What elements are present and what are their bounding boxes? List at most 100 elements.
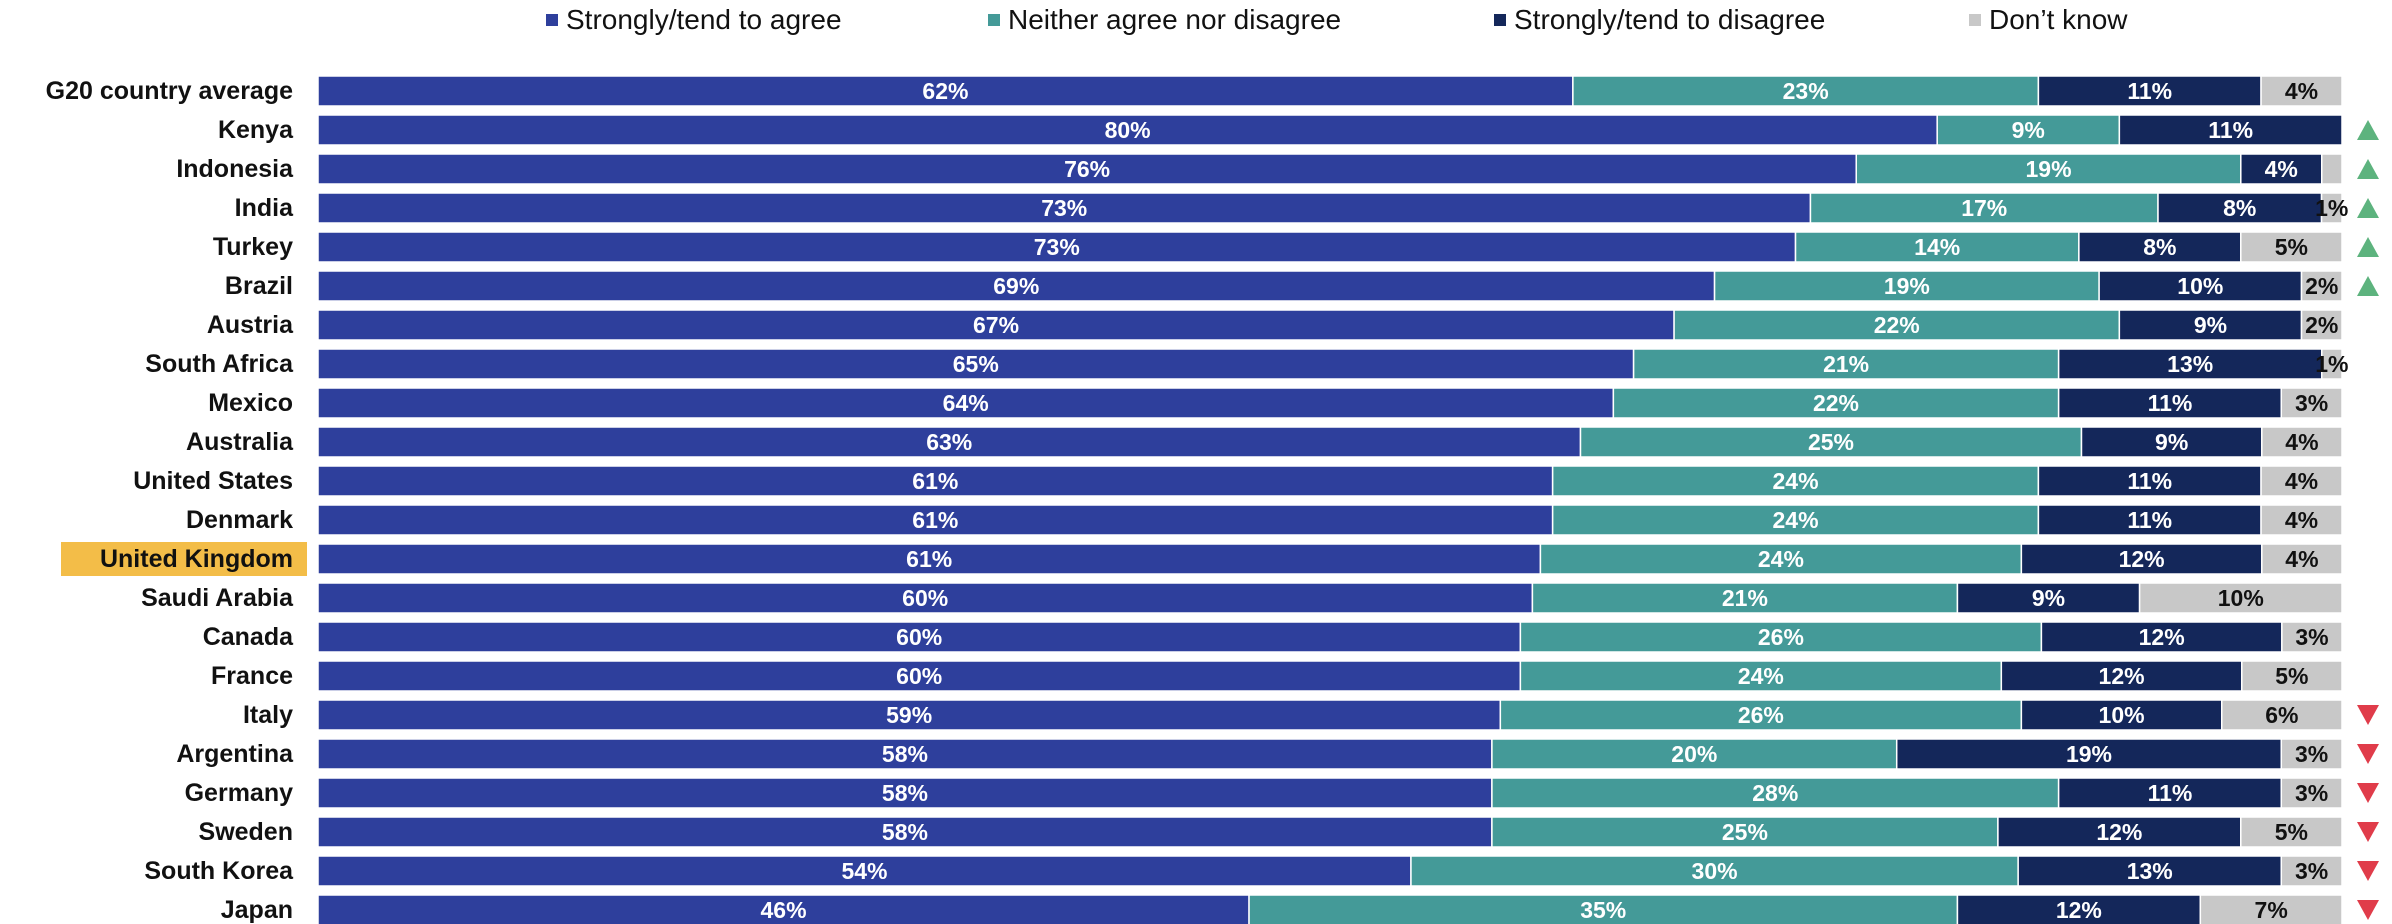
category-label: India xyxy=(235,194,294,222)
bar-segment-agree xyxy=(317,426,1582,458)
increase-marker-icon xyxy=(2357,276,2379,296)
category-label: Canada xyxy=(203,623,294,651)
legend-label-dont-know: Don’t know xyxy=(1989,4,2128,35)
bar-segment-neither xyxy=(1410,855,2019,887)
data-label-neither: 14% xyxy=(1914,234,1960,260)
data-label-neither: 30% xyxy=(1692,858,1738,884)
legend-swatch-neither xyxy=(988,14,1000,26)
bar-segment-agree xyxy=(317,660,1522,692)
bar-segment-dont-know xyxy=(2221,699,2343,731)
bar-segment-agree xyxy=(317,75,1574,107)
data-label-neither: 24% xyxy=(1772,507,1818,533)
decrease-marker-icon xyxy=(2357,744,2379,764)
data-label-disagree: 10% xyxy=(2099,702,2145,728)
bar-segment-dont-know xyxy=(2300,309,2343,341)
data-label-agree: 54% xyxy=(841,858,887,884)
data-label-disagree: 4% xyxy=(2265,156,2298,182)
category-label: G20 country average xyxy=(46,77,293,105)
bar-segment-agree xyxy=(317,348,1635,380)
bar-segment-disagree xyxy=(1997,816,2242,848)
data-label-neither: 19% xyxy=(1884,273,1930,299)
category-label: Austria xyxy=(207,311,294,339)
bar-segment-dont-know xyxy=(2280,777,2343,809)
bar-segment-dont-know xyxy=(2281,621,2343,653)
bar-segment-neither xyxy=(1491,738,1898,770)
bar-segment-disagree xyxy=(1956,894,2202,924)
data-label-agree: 60% xyxy=(896,624,942,650)
category-label: Brazil xyxy=(225,272,293,300)
legend-item-neither: Neither agree nor disagree xyxy=(988,4,1341,36)
bar-segment-agree xyxy=(317,777,1493,809)
data-label-neither: 23% xyxy=(1783,78,1829,104)
data-label-dont-know: 4% xyxy=(2285,429,2318,455)
data-label-dont-know: 3% xyxy=(2295,741,2328,767)
legend: Strongly/tend to agree Neither agree nor … xyxy=(0,0,2392,40)
bar-segment-neither xyxy=(1572,75,2040,107)
data-label-neither: 25% xyxy=(1808,429,1854,455)
bar-segment-neither xyxy=(1855,153,2242,185)
bar-segment-disagree xyxy=(2098,270,2303,302)
data-label-disagree: 11% xyxy=(2127,78,2172,104)
category-label: Italy xyxy=(243,701,293,729)
bar-segment-agree xyxy=(317,699,1502,731)
bar-segment-disagree xyxy=(2020,543,2263,575)
category-label: Kenya xyxy=(218,116,294,144)
data-label-agree: 62% xyxy=(922,78,968,104)
data-label-agree: 80% xyxy=(1105,117,1151,143)
bar-segment-agree xyxy=(317,543,1542,575)
legend-label-neither: Neither agree nor disagree xyxy=(1008,4,1342,35)
bar-segment-dont-know xyxy=(2261,543,2343,575)
bar-segment-agree xyxy=(317,582,1534,614)
data-label-neither: 22% xyxy=(1813,390,1859,416)
data-label-disagree: 12% xyxy=(2139,624,2185,650)
data-label-dont-know: 7% xyxy=(2255,897,2288,923)
legend-swatch-dont-know xyxy=(1969,14,1981,26)
data-label-agree: 60% xyxy=(896,663,942,689)
data-label-neither: 26% xyxy=(1738,702,1784,728)
category-label: United States xyxy=(133,467,293,495)
data-label-agree: 46% xyxy=(760,897,806,923)
bar-segment-neither xyxy=(1673,309,2121,341)
data-label-agree: 73% xyxy=(1041,195,1087,221)
data-label-neither: 21% xyxy=(1722,585,1768,611)
data-label-agree: 61% xyxy=(906,546,952,572)
bar-segment-dont-know xyxy=(2138,582,2343,614)
data-label-dont-know: 4% xyxy=(2285,78,2318,104)
category-label: South Korea xyxy=(144,857,294,885)
data-label-disagree: 8% xyxy=(2143,234,2176,260)
bar-segment-neither xyxy=(1612,387,2060,419)
category-label: United Kingdom xyxy=(100,545,293,573)
bar-segment-dont-know xyxy=(2300,270,2343,302)
legend-label-disagree: Strongly/tend to disagree xyxy=(1514,4,1826,35)
bar-segment-agree xyxy=(317,621,1522,653)
bar-segment-neither xyxy=(1551,504,2040,536)
decrease-marker-icon xyxy=(2357,861,2379,881)
data-label-neither: 26% xyxy=(1758,624,1804,650)
data-label-disagree: 9% xyxy=(2032,585,2065,611)
data-label-dont-know: 1% xyxy=(2315,195,2348,221)
data-label-disagree: 11% xyxy=(2208,117,2253,143)
bar-segment-agree xyxy=(317,309,1675,341)
data-label-neither: 24% xyxy=(1738,663,1784,689)
data-label-agree: 60% xyxy=(902,585,948,611)
data-label-dont-know: 3% xyxy=(2295,624,2328,650)
legend-swatch-agree xyxy=(546,14,558,26)
bar-segment-dont-know xyxy=(2280,387,2343,419)
data-label-dont-know: 5% xyxy=(2275,663,2308,689)
data-label-agree: 58% xyxy=(882,741,928,767)
bar-segment-disagree xyxy=(2037,465,2262,497)
data-label-dont-know: 6% xyxy=(2265,702,2298,728)
data-label-neither: 21% xyxy=(1823,351,1869,377)
bar-segment-disagree xyxy=(2020,699,2223,731)
data-label-disagree: 8% xyxy=(2223,195,2256,221)
bar-segment-disagree xyxy=(2037,75,2262,107)
data-label-dont-know: 5% xyxy=(2275,234,2308,260)
bar-segment-dont-know xyxy=(2260,465,2343,497)
bar-segment-disagree xyxy=(1895,738,2283,770)
bar-segment-agree xyxy=(317,270,1716,302)
row-highlight xyxy=(61,542,307,576)
increase-marker-icon xyxy=(2357,198,2379,218)
data-label-dont-know: 3% xyxy=(2295,858,2328,884)
data-label-neither: 24% xyxy=(1758,546,1804,572)
